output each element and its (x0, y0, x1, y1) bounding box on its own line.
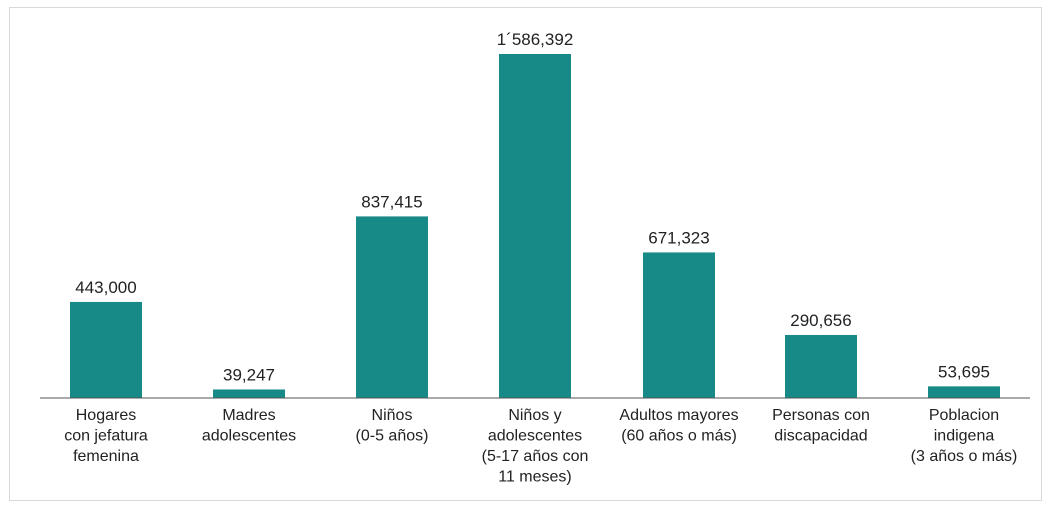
value-label-1: 443,000 (75, 278, 136, 297)
category-label-line: (60 años o más) (621, 428, 737, 445)
category-label-3: Niños (0-5 años) (356, 407, 429, 445)
value-label-6: 290,656 (790, 311, 851, 330)
category-label-line: Personas con (772, 407, 870, 424)
category-label-line: (5-17 años con (482, 448, 589, 465)
bar-group (70, 54, 1000, 398)
value-label-7: 53,695 (938, 362, 990, 381)
category-label-line: Niños y (508, 407, 561, 424)
category-label-line: femenina (73, 448, 139, 465)
bar-6 (785, 334, 857, 398)
value-label-5: 671,323 (648, 228, 709, 247)
category-label-group: Hogares con jefatura femenina Madres adolesc… (64, 407, 1017, 486)
category-label-line: adolescentes (202, 428, 296, 445)
bar-2 (213, 389, 285, 398)
category-label-7: Poblacion indigena (3 años o más) (911, 407, 1018, 465)
category-label-6: Personas con discapacidad (772, 407, 870, 445)
bar-3 (356, 216, 428, 398)
category-label-2: Madres adolescentes (202, 407, 296, 445)
category-label-line: con jefatura (64, 428, 148, 445)
value-label-2: 39,247 (223, 365, 275, 384)
value-label-4: 1´586,392 (497, 30, 574, 49)
category-label-line: Hogares (76, 407, 136, 424)
category-label-line: indigena (934, 428, 995, 445)
bar-7 (928, 386, 1000, 398)
value-label-group: 443,000 39,247 837,415 1´586,392 671,323 290,… (75, 30, 990, 384)
bar-4 (499, 54, 571, 398)
category-label-line: Adultos mayores (619, 407, 738, 424)
bar-5 (643, 252, 715, 398)
category-label-4: Niños y adolescentes (5-17 años con 11 mese… (482, 407, 589, 486)
category-label-line: Madres (222, 407, 275, 424)
value-label-3: 837,415 (361, 192, 422, 211)
category-label-line: adolescentes (488, 428, 582, 445)
category-label-line: Niños (372, 407, 413, 424)
category-label-line: discapacidad (774, 428, 867, 445)
category-label-5: Adultos mayores (60 años o más) (619, 407, 738, 445)
category-label-1: Hogares con jefatura femenina (64, 407, 148, 465)
category-label-line: 11 meses) (498, 469, 572, 486)
category-label-line: Poblacion (929, 407, 999, 424)
category-label-line: (3 años o más) (911, 448, 1018, 465)
category-label-line: (0-5 años) (356, 428, 429, 445)
bar-1 (70, 301, 142, 398)
